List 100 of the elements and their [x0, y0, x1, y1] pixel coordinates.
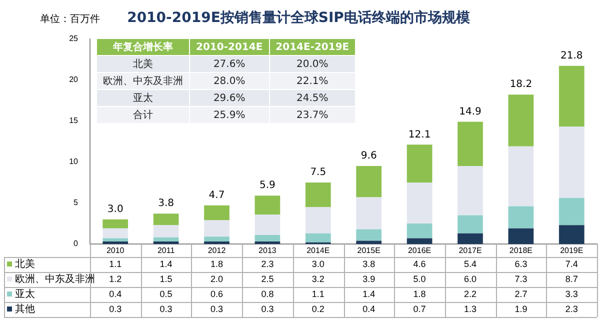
annotation: 24.5% — [270, 90, 356, 106]
annotation: 23.7% — [270, 107, 356, 123]
data-label: 0.7 — [413, 304, 426, 314]
bar — [153, 225, 179, 238]
data-label: 1.2 — [109, 274, 122, 284]
x-tick-label: 2015E — [357, 246, 380, 256]
bar — [254, 196, 280, 214]
bar — [458, 122, 483, 166]
bar — [558, 126, 584, 198]
data-label: 1.1 — [312, 288, 324, 299]
y-tick-label: 10 — [69, 157, 79, 166]
text: 单位：百万件 — [40, 12, 100, 26]
data-label: 1.8 — [210, 258, 224, 269]
bar — [406, 223, 432, 238]
bar — [508, 206, 534, 228]
data-label: 1.1 — [109, 258, 122, 269]
bar — [102, 238, 128, 242]
data-label: 0.3 — [109, 304, 122, 314]
annotation: 20.0% — [270, 56, 356, 72]
bar — [458, 215, 483, 234]
total-label: 3.0 — [107, 204, 124, 215]
total-label: 3.8 — [158, 198, 174, 210]
bar — [558, 198, 584, 226]
annotation: 年复合增长率 — [97, 39, 189, 55]
annotation: 27.6% — [190, 56, 269, 72]
bar — [102, 228, 128, 238]
y-tick-label: 25 — [69, 34, 79, 44]
x-tick-label: 2014E — [306, 246, 330, 256]
x-tick-label: 2016E — [408, 246, 432, 256]
annotation: 28.0% — [190, 73, 269, 89]
annotation: 亚太 — [97, 90, 189, 106]
total-label: 7.5 — [310, 167, 326, 178]
data-label: 0.4 — [109, 288, 122, 299]
data-label: 3.0 — [312, 258, 324, 269]
data-label: 4.6 — [413, 258, 426, 269]
data-label: 6.3 — [514, 258, 528, 269]
data-label: 1.5 — [160, 274, 172, 284]
annotation: 25.9% — [190, 107, 269, 123]
x-tick-label: 2013 — [258, 246, 277, 256]
x-tick-label: 2012 — [208, 246, 226, 256]
bar — [558, 225, 584, 244]
data-label: 0.3 — [261, 304, 274, 314]
total-label: 12.1 — [408, 129, 431, 140]
total-label: 18.2 — [510, 79, 532, 90]
bar — [508, 94, 534, 146]
x-tick-label: 2018E — [509, 246, 533, 256]
bar — [254, 234, 280, 242]
y-tick-label: 15 — [69, 116, 79, 126]
y-tick-label: 5 — [74, 198, 79, 208]
legend-label: 北美 — [15, 258, 35, 270]
bar — [254, 214, 280, 235]
total-label: 4.7 — [208, 190, 225, 202]
data-label: 7.4 — [565, 258, 578, 269]
annotation: 欧洲、中东及非洲 — [97, 73, 189, 89]
data-label: 2.3 — [261, 258, 274, 269]
annotation: 22.1% — [270, 73, 356, 89]
x-tick-label: 2010 — [106, 246, 125, 256]
annotation: 北美 — [97, 56, 189, 72]
data-label: 0.3 — [210, 304, 224, 314]
bar — [204, 236, 230, 242]
data-label: 7.3 — [514, 274, 528, 284]
bar — [356, 240, 382, 244]
bar — [305, 207, 331, 234]
bar — [204, 220, 230, 237]
data-label: 5.0 — [413, 274, 426, 284]
total-label: 9.6 — [360, 150, 377, 162]
bar — [356, 229, 382, 241]
x-tick-label: 2017E — [458, 246, 482, 256]
bar — [458, 166, 483, 216]
bar — [305, 233, 331, 242]
data-label: 1.8 — [413, 288, 426, 299]
data-label: 2.7 — [514, 288, 528, 299]
bar — [305, 182, 331, 208]
data-label: 3.9 — [362, 274, 376, 284]
data-label: 1.4 — [160, 258, 172, 269]
data-label: 3.3 — [565, 288, 578, 299]
bar — [406, 144, 432, 182]
bar — [508, 228, 534, 244]
data-label: 2.5 — [261, 274, 274, 284]
y-tick-label: 20 — [69, 75, 79, 84]
data-label: 2.3 — [565, 304, 578, 314]
total-label: 14.9 — [459, 106, 482, 118]
data-label: 1.3 — [464, 304, 477, 314]
data-label: 3.2 — [312, 274, 324, 284]
annotation: 29.6% — [190, 90, 269, 106]
bar — [356, 166, 382, 198]
total-label: 21.8 — [560, 50, 583, 62]
annotation: 2010-2014E — [190, 39, 269, 55]
bar — [356, 197, 382, 230]
bar — [406, 238, 432, 244]
annotation: 合计 — [97, 107, 189, 123]
data-label: 5.4 — [464, 258, 477, 269]
data-label: 6.0 — [464, 274, 477, 284]
bar — [558, 66, 584, 127]
legend-label: 其他 — [15, 303, 35, 316]
data-label: 1.9 — [514, 304, 528, 314]
bar — [153, 237, 179, 242]
chart-title: 2010-2019E按销售量计全球SIP电话终端的市场规模 — [127, 9, 471, 26]
data-label: 8.7 — [565, 274, 578, 284]
bar — [153, 214, 179, 226]
